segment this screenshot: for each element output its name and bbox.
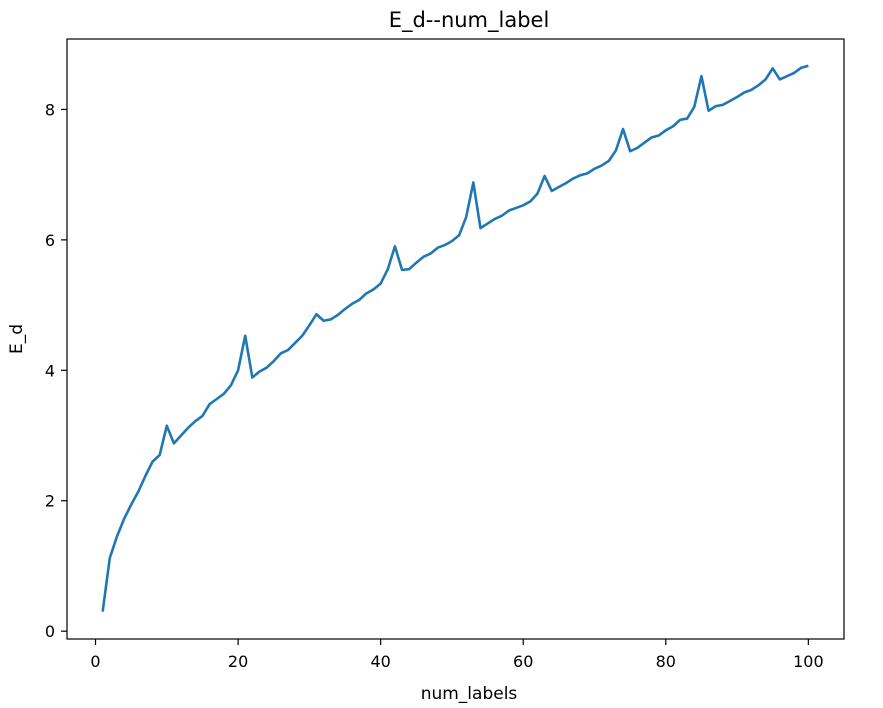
- plot-area: [101, 64, 809, 612]
- x-tick-label: 20: [228, 652, 248, 671]
- y-tick-label: 0: [45, 622, 55, 641]
- y-axis-label: E_d: [7, 324, 27, 354]
- y-tick-label: 8: [45, 100, 55, 119]
- x-axis-ticks: 0 20 40 60 80 100: [90, 639, 824, 671]
- x-tick-label: 60: [513, 652, 533, 671]
- y-tick-label: 2: [45, 492, 55, 511]
- x-axis-label: num_labels: [421, 684, 518, 704]
- y-tick-label: 6: [45, 231, 55, 250]
- x-tick-label: 80: [656, 652, 676, 671]
- x-tick-label: 40: [370, 652, 390, 671]
- y-axis-ticks: 0 2 4 6 8: [45, 100, 67, 641]
- x-tick-label: 100: [793, 652, 824, 671]
- chart-title: E_d--num_label: [389, 8, 550, 33]
- series-line-0: [101, 64, 809, 612]
- x-tick-label: 0: [90, 652, 100, 671]
- axes-frame: [66, 38, 845, 640]
- y-tick-label: 4: [45, 361, 55, 380]
